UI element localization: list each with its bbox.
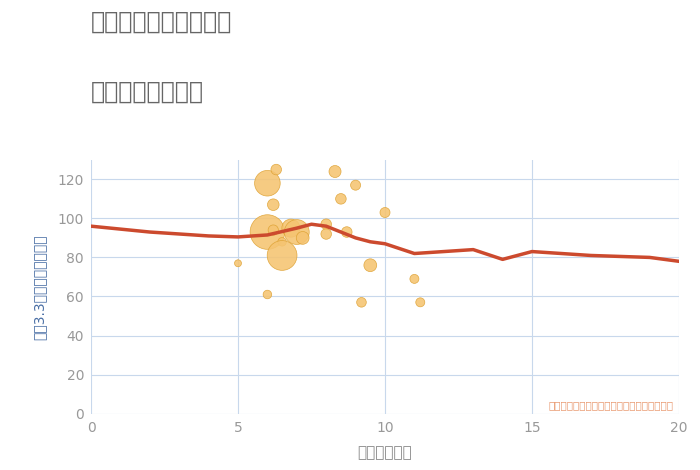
Point [262,291,273,298]
Y-axis label: 坪（3.3㎡）単価（万円）: 坪（3.3㎡）単価（万円） [33,234,47,339]
Point [232,259,244,267]
Point [286,224,297,232]
Point [321,230,332,238]
Point [276,252,288,259]
Point [276,238,288,245]
X-axis label: 駅距離（分）: 駅距離（分） [358,446,412,461]
Point [356,298,367,306]
Point [267,201,279,209]
Point [365,261,376,269]
Point [262,228,273,236]
Point [297,234,308,242]
Text: 駅距離別土地価格: 駅距離別土地価格 [91,80,204,104]
Point [341,228,352,236]
Point [271,166,282,173]
Text: 円の大きさは、取引のあった物件面積を示す: 円の大きさは、取引のあった物件面積を示す [548,400,673,410]
Point [330,168,341,175]
Point [291,228,302,236]
Point [321,220,332,228]
Point [335,195,346,203]
Point [267,227,279,234]
Point [262,180,273,187]
Point [379,209,391,216]
Point [409,275,420,282]
Point [350,181,361,189]
Point [414,298,426,306]
Text: 兵庫県西宮市笠屋町の: 兵庫県西宮市笠屋町の [91,9,232,33]
